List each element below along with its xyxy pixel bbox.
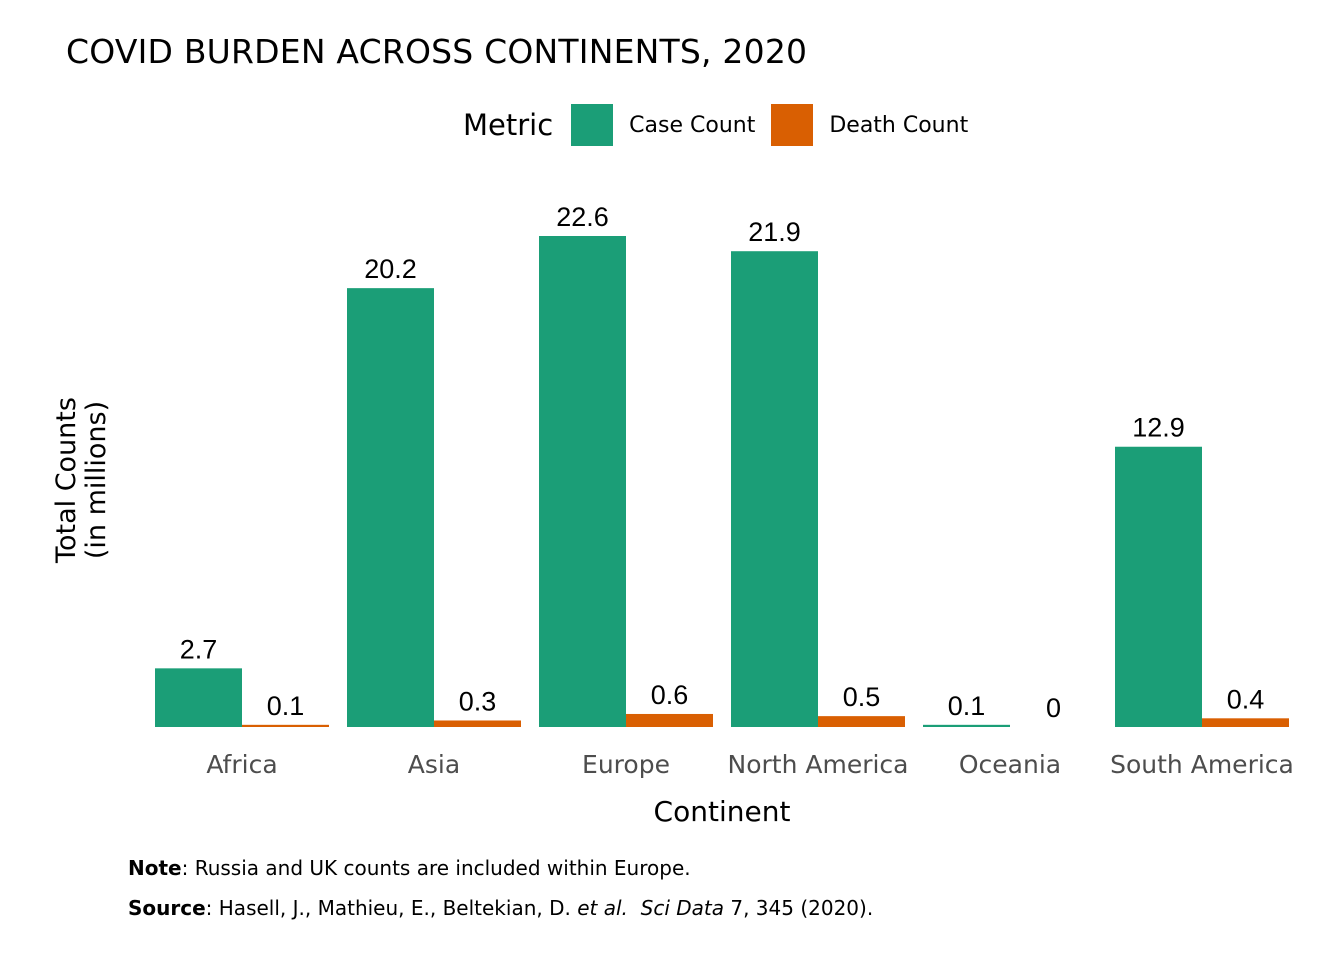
note-line: Note: Russia and UK counts are included …: [128, 856, 691, 880]
bar-death-count-north-america: [818, 716, 905, 727]
bar-case-count-north-america: [731, 251, 818, 728]
x-tick-label-asia: Asia: [408, 750, 460, 779]
bar-death-count-europe: [626, 713, 713, 727]
bar-case-count-south-america: [1115, 446, 1202, 727]
data-label-case-count-oceania: 0.1: [948, 691, 986, 721]
legend: Metric Case Count Death Count: [463, 104, 984, 146]
source-text-2: [628, 896, 641, 920]
data-label-death-count-oceania: 0: [1046, 693, 1061, 723]
legend-swatch-death-count: [771, 104, 814, 146]
data-label-case-count-europe: 22.6: [556, 202, 609, 232]
note-text: : Russia and UK counts are included with…: [181, 856, 691, 880]
data-label-death-count-africa: 0.1: [267, 691, 305, 721]
source-line: Source: Hasell, J., Mathieu, E., Belteki…: [128, 896, 873, 920]
legend-swatch-case-count: [571, 104, 614, 146]
note-label: Note: [128, 856, 182, 880]
chart-title: COVID BURDEN ACROSS CONTINENTS, 2020: [66, 32, 808, 71]
source-italic-1: et al.: [577, 896, 628, 920]
bar-case-count-africa: [155, 668, 242, 727]
data-label-death-count-north-america: 0.5: [843, 682, 881, 712]
data-label-case-count-north-america: 21.9: [748, 217, 801, 247]
source-label: Source: [128, 896, 206, 920]
bar-death-count-asia: [434, 720, 521, 727]
x-tick-label-south-america: South America: [1110, 750, 1294, 779]
bar-case-count-oceania: [923, 724, 1010, 727]
data-label-death-count-south-america: 0.4: [1227, 684, 1265, 714]
data-label-case-count-asia: 20.2: [364, 254, 417, 284]
x-tick-label-europe: Europe: [582, 750, 670, 779]
data-label-case-count-africa: 2.7: [180, 634, 218, 664]
source-text-3: 7, 345 (2020).: [723, 896, 874, 920]
source-text-1: : Hasell, J., Mathieu, E., Beltekian, D.: [205, 896, 578, 920]
source-italic-2: Sci Data: [640, 896, 724, 920]
data-label-death-count-europe: 0.6: [651, 680, 689, 710]
bar-death-count-south-america: [1202, 718, 1289, 727]
data-label-case-count-south-america: 12.9: [1132, 413, 1185, 443]
x-tick-label-north-america: North America: [728, 750, 909, 779]
legend-label-death-count: Death Count: [829, 112, 969, 138]
legend-label-case-count: Case Count: [629, 112, 756, 138]
bar-case-count-asia: [347, 288, 434, 727]
x-tick-label-africa: Africa: [206, 750, 277, 779]
data-label-death-count-asia: 0.3: [459, 686, 497, 716]
legend-title: Metric: [463, 108, 554, 142]
x-tick-label-oceania: Oceania: [959, 750, 1061, 779]
x-axis-label: Continent: [653, 795, 791, 828]
bar-case-count-europe: [539, 236, 626, 727]
bar-death-count-africa: [242, 724, 329, 727]
